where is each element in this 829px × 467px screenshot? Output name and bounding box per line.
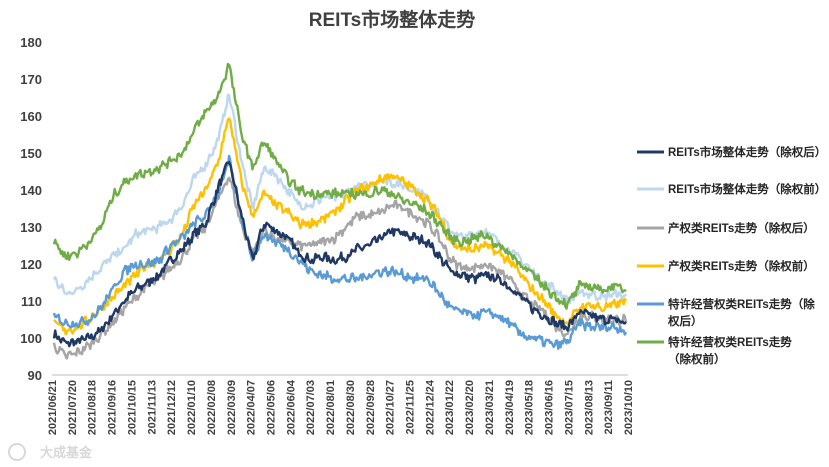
x-tick-label: 2021/09/16	[107, 380, 119, 435]
legend-label: REITs市场整体走势（除权后）	[668, 145, 826, 159]
x-axis: 2021/06/21 2021/07/20 2021/08/18 2021/09/16…	[47, 374, 635, 435]
y-tick-label: 140	[20, 183, 42, 198]
x-tick-label: 2023/02/20	[464, 380, 476, 435]
y-tick-label: 130	[20, 220, 42, 235]
chart-title: REITs市场整体走势	[309, 8, 475, 31]
x-tick-label: 2022/06/04	[285, 379, 297, 435]
watermark-text: 大成基金	[40, 445, 93, 460]
x-tick-label: 2022/01/10	[186, 380, 198, 435]
x-tick-label: 2022/05/06	[265, 380, 277, 435]
legend-label: 产权类REITs走势（除权后）	[668, 221, 815, 235]
y-tick-label: 160	[20, 109, 42, 124]
x-tick-label: 2021/12/12	[166, 380, 178, 435]
series-group	[52, 62, 628, 360]
series-line-1	[52, 161, 627, 348]
x-tick-label: 2023/06/16	[544, 380, 556, 435]
y-tick-label: 150	[20, 146, 42, 161]
watermark-icon	[8, 443, 26, 461]
legend-label: 特许经营权类REITs走势（除权后）	[667, 297, 815, 328]
series-line-6	[52, 62, 627, 310]
x-tick-label: 2021/08/18	[87, 380, 99, 435]
x-tick-label: 2022/11/25	[405, 380, 417, 434]
y-tick-label: 180	[20, 35, 42, 50]
x-tick-label: 2021/07/20	[67, 380, 79, 435]
x-tick-label: 2022/08/30	[345, 380, 357, 435]
x-tick-label: 2022/02/08	[206, 380, 218, 435]
x-tick-label: 2023/03/21	[484, 380, 496, 435]
legend-label: REITs市场整体走势（除权前）	[668, 182, 826, 196]
series-line-5	[52, 154, 628, 350]
x-tick-label: 2023/01/22	[444, 380, 456, 435]
x-tick-label: 2022/08/01	[325, 380, 337, 435]
y-tick-label: 100	[20, 331, 42, 346]
x-tick-label: 2023/09/11	[603, 380, 615, 434]
x-tick-label: 2023/10/10	[623, 380, 635, 435]
x-tick-label: 2022/03/09	[226, 380, 238, 435]
legend-label: 特许经营权类REITs走势（除权前）	[668, 335, 792, 366]
legend-label: 产权类REITs走势（除权前）	[668, 259, 815, 273]
x-tick-label: 2021/11/13	[146, 380, 158, 434]
x-tick-label: 2023/07/15	[563, 380, 575, 435]
x-tick-label: 2022/12/24	[424, 379, 436, 435]
legend: REITs市场整体走势（除权后） REITs市场整体走势（除权前） 产权类REITs…	[637, 145, 826, 366]
x-tick-label: 2023/04/19	[504, 380, 516, 435]
y-axis: 90 100 110 120 130 140 150 160 170 180	[20, 35, 42, 383]
y-tick-label: 120	[20, 257, 42, 272]
x-tick-label: 2021/10/15	[126, 380, 138, 435]
x-tick-label: 2022/10/27	[385, 380, 397, 435]
y-tick-label: 110	[21, 294, 42, 309]
y-tick-label: 90	[28, 368, 42, 383]
x-tick-label: 2022/07/03	[305, 380, 317, 435]
x-tick-label: 2022/04/07	[246, 380, 258, 435]
x-tick-label: 2023/08/13	[583, 380, 595, 435]
watermark: 大成基金	[8, 443, 93, 461]
x-tick-label: 2022/09/28	[365, 380, 377, 435]
x-tick-label: 2021/06/21	[47, 380, 59, 435]
y-tick-label: 170	[20, 72, 42, 87]
x-tick-label: 2023/05/18	[524, 380, 536, 435]
series-line-4	[53, 117, 628, 336]
